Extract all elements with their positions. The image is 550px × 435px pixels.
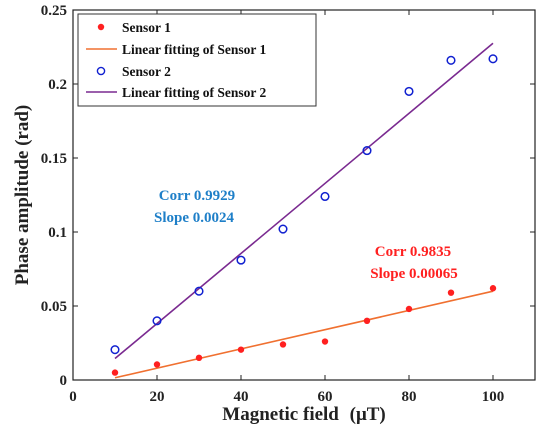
- x-axis-label: Magnetic field: [222, 404, 339, 425]
- fit-line-3: [114, 42, 494, 360]
- data-point-series-0: [321, 338, 329, 345]
- data-point-series-2: [236, 255, 246, 265]
- y-tick-label: 0.2: [48, 77, 67, 93]
- data-point-series-0: [489, 285, 497, 292]
- data-point-series-2: [152, 316, 162, 326]
- y-tick-label: 0.05: [41, 299, 67, 315]
- legend-label-sensor-2: Sensor 2: [122, 64, 171, 79]
- data-point-series-0: [111, 369, 119, 376]
- x-axis-title: Magnetic field (μT): [222, 404, 385, 425]
- data-point-series-0: [195, 354, 203, 361]
- annotation-sensor2-slope: Slope 0.0024: [154, 210, 235, 226]
- data-point-series-0: [237, 346, 245, 353]
- data-point-series-2: [320, 191, 330, 202]
- x-tick-label: 20: [150, 389, 165, 405]
- data-point-series-0: [363, 317, 371, 324]
- legend-label-fit-2: Linear fitting of Sensor 2: [122, 85, 267, 100]
- x-tick-label: 40: [234, 389, 249, 405]
- annotation-sensor1-corr: Corr 0.9835: [375, 244, 451, 260]
- fit-line-1: [114, 290, 494, 379]
- y-axis-title: Phase amplitude (rad): [12, 105, 33, 286]
- annotation-sensor1-slope: Slope 0.00065: [370, 266, 458, 282]
- x-tick-label: 0: [69, 389, 77, 405]
- data-point-series-2: [110, 345, 120, 355]
- data-point-series-0: [405, 305, 413, 313]
- legend-marker-sensor-1: [97, 23, 105, 31]
- y-tick-label: 0.15: [41, 151, 67, 167]
- legend-marker-sensor-2: [96, 66, 106, 76]
- data-point-series-2: [362, 146, 372, 156]
- legend-box: [77, 13, 317, 107]
- y-tick-label: 0.25: [41, 3, 67, 19]
- x-tick-label: 80: [402, 389, 417, 405]
- data-point-series-0: [153, 361, 161, 368]
- data-point-series-2: [404, 86, 414, 96]
- y-tick-label: 0.1: [48, 225, 67, 241]
- data-point-series-0: [279, 341, 287, 348]
- legend-label-sensor-1: Sensor 1: [122, 20, 171, 35]
- y-tick-label: 0: [60, 373, 68, 389]
- data-point-series-2: [194, 286, 204, 296]
- legend: Sensor 1 Linear fitting of Sensor 1 Sens…: [77, 13, 317, 107]
- data-point-series-2: [446, 55, 456, 65]
- legend-label-fit-1: Linear fitting of Sensor 1: [122, 42, 267, 57]
- series-layer: [110, 42, 498, 379]
- axis-ticks: 0 20 40 60 80 100 0 0.05 0.1 0.15 0.2 0.25: [41, 3, 535, 405]
- data-point-series-0: [447, 289, 455, 296]
- x-axis-unit: (μT): [350, 404, 386, 425]
- data-point-series-2: [488, 54, 498, 64]
- annotation-sensor2-corr: Corr 0.9929: [159, 188, 235, 204]
- x-tick-label: 100: [482, 389, 505, 405]
- x-tick-label: 60: [318, 389, 333, 405]
- data-point-series-2: [278, 224, 288, 234]
